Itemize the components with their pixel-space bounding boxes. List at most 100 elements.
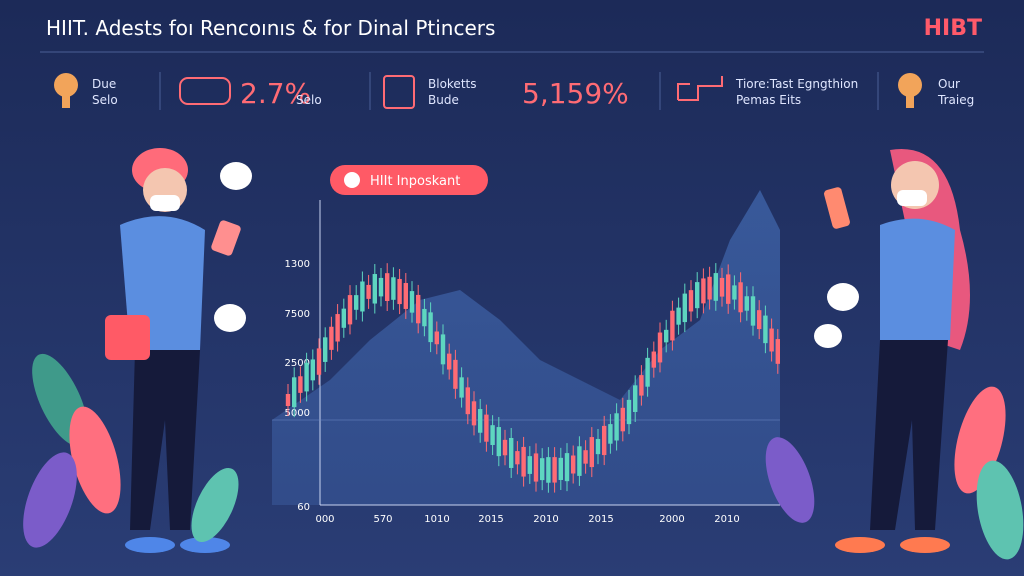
candle-body [657, 332, 663, 363]
y-axis-label: 60 [297, 502, 310, 513]
candle-body [527, 456, 532, 474]
candle-body [471, 401, 477, 426]
candle-body [372, 274, 377, 304]
candle-body [769, 328, 774, 352]
candle-body [552, 457, 557, 483]
stat-line: Selo [92, 93, 118, 107]
candle-body [298, 376, 303, 393]
candle-body [391, 277, 396, 300]
candle-body [688, 290, 694, 312]
candle-body [440, 334, 446, 365]
x-axis-label: 2015 [478, 514, 503, 525]
candle-body [620, 407, 625, 432]
candle-body [360, 281, 365, 312]
candle-body [726, 274, 731, 304]
badge [330, 165, 488, 195]
x-axis-label: 2000 [659, 514, 684, 525]
candle-body [757, 310, 762, 330]
candle-body [602, 425, 607, 456]
stat-line: Due [92, 77, 116, 91]
candle-body [732, 285, 737, 300]
candle-body [664, 329, 669, 343]
candle-body [719, 277, 725, 297]
brand: HIBT [924, 16, 982, 41]
badge-icon [344, 172, 360, 188]
candle-body [434, 331, 439, 345]
chart-area [272, 190, 780, 505]
stat-line: Tiore:Tast Egngthion [735, 77, 858, 91]
candle-body [577, 446, 582, 476]
stat-line: Pemas Eits [736, 93, 801, 107]
candle-body [347, 295, 353, 325]
candle-body [695, 282, 700, 309]
candle-body [354, 295, 359, 310]
candle-body [595, 438, 601, 455]
candle-body [645, 357, 650, 387]
foliage [23, 353, 1024, 560]
candle-body [633, 385, 638, 412]
candle-body [701, 278, 706, 304]
candle-body [639, 375, 644, 396]
candle-body [521, 446, 526, 477]
candle-body [713, 273, 718, 301]
x-axis-label: 570 [373, 514, 392, 525]
chart: 1300 7500 2500 5000 60 000 570 1010 2015 2010 2015… [272, 190, 780, 525]
stat-line: Bude [428, 93, 459, 107]
y-axis-label: 5000 [285, 408, 310, 419]
x-axis-label: 000 [315, 514, 334, 525]
stats: Due Selo 2.7% Selo Bloketts Bude 5,159% … [54, 72, 974, 110]
stat-big: 5,159% [522, 77, 629, 110]
candle-body [292, 377, 297, 408]
candle-body [670, 310, 675, 341]
y-axis-label: 2500 [285, 358, 310, 369]
candle-body [589, 437, 594, 468]
candle-body [385, 273, 390, 302]
candle-body [453, 359, 458, 389]
stat-line: Our [938, 77, 960, 91]
x-axis-label: 2010 [714, 514, 739, 525]
candle-body [744, 296, 749, 311]
candle-body [490, 425, 495, 445]
stat-icon [677, 76, 723, 101]
x-axis-label: 2015 [588, 514, 613, 525]
candle-body [366, 284, 371, 299]
candle-body [422, 308, 427, 327]
candle-body [614, 413, 619, 441]
x-axis-label: 1010 [424, 514, 449, 525]
person-right [814, 149, 970, 553]
stat-big: 2.7% [240, 77, 311, 110]
candle-body [285, 394, 291, 406]
candle-body [484, 414, 489, 442]
stat-icon [898, 73, 922, 97]
stat-line: Selo [296, 93, 322, 107]
stat-icon [383, 75, 415, 109]
stat-line: Traieg [937, 93, 974, 107]
stat-icon [179, 77, 231, 105]
candle-body [416, 294, 421, 324]
candle-body [323, 337, 328, 362]
candle-body [707, 276, 712, 300]
stat-line: Bloketts [428, 77, 476, 91]
candle-body [447, 353, 452, 370]
candle-body [496, 427, 501, 457]
candle-body [310, 359, 315, 381]
stat-icon [62, 96, 70, 108]
candle-body [546, 457, 551, 483]
candle-body [676, 307, 681, 325]
candle-body [378, 277, 384, 297]
candle-body [651, 351, 656, 368]
candle-body [558, 457, 563, 480]
y-axis-label: 7500 [285, 309, 310, 320]
person-left [105, 148, 252, 553]
stat-icon [906, 96, 914, 108]
candle-body [316, 348, 322, 375]
candle-body [564, 453, 570, 482]
candle-body [775, 339, 780, 364]
candle-body [738, 282, 743, 313]
y-axis-label: 1300 [285, 259, 310, 270]
candle-body [763, 315, 768, 344]
candle-body [515, 451, 520, 465]
candle-body [608, 424, 613, 444]
candle-body [304, 362, 309, 392]
candle-body [502, 439, 508, 456]
